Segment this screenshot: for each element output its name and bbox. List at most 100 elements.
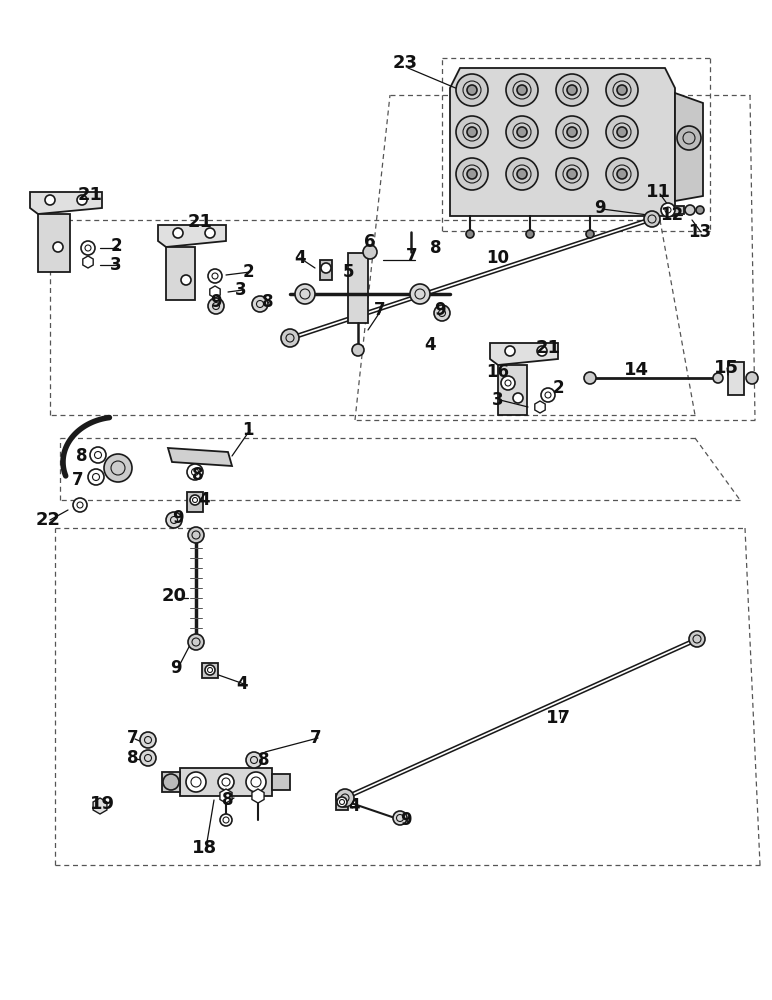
- Circle shape: [208, 269, 222, 283]
- Text: 9: 9: [172, 509, 184, 527]
- Polygon shape: [166, 247, 195, 300]
- Circle shape: [467, 169, 477, 179]
- Circle shape: [556, 158, 588, 190]
- Circle shape: [252, 296, 268, 312]
- Circle shape: [85, 245, 91, 251]
- Polygon shape: [38, 214, 69, 272]
- Polygon shape: [535, 401, 545, 413]
- Circle shape: [93, 474, 100, 481]
- Circle shape: [606, 116, 638, 148]
- Circle shape: [223, 817, 229, 823]
- Polygon shape: [187, 492, 203, 512]
- Circle shape: [513, 123, 531, 141]
- Circle shape: [222, 778, 230, 786]
- Circle shape: [713, 373, 723, 383]
- Circle shape: [73, 498, 87, 512]
- Text: 8: 8: [430, 239, 442, 257]
- Circle shape: [506, 158, 538, 190]
- Circle shape: [434, 305, 450, 321]
- Circle shape: [208, 298, 224, 314]
- Text: 9: 9: [210, 293, 222, 311]
- Circle shape: [166, 512, 182, 528]
- Circle shape: [606, 74, 638, 106]
- Circle shape: [467, 85, 477, 95]
- Text: 8: 8: [222, 791, 234, 809]
- Circle shape: [104, 454, 132, 482]
- Circle shape: [246, 772, 266, 792]
- Circle shape: [517, 127, 527, 137]
- Text: 7: 7: [406, 247, 418, 265]
- Circle shape: [556, 74, 588, 106]
- Polygon shape: [320, 260, 332, 280]
- Circle shape: [77, 502, 83, 508]
- Polygon shape: [675, 93, 703, 201]
- Circle shape: [181, 275, 191, 285]
- Text: 23: 23: [392, 54, 418, 72]
- Circle shape: [513, 165, 531, 183]
- Text: 2: 2: [110, 237, 122, 255]
- Polygon shape: [162, 772, 180, 792]
- Circle shape: [246, 752, 262, 768]
- Polygon shape: [83, 256, 93, 268]
- Circle shape: [617, 127, 627, 137]
- Polygon shape: [158, 225, 226, 247]
- Text: 7: 7: [310, 729, 322, 747]
- Text: 21: 21: [536, 339, 560, 357]
- Circle shape: [250, 756, 258, 764]
- Circle shape: [140, 750, 156, 766]
- Circle shape: [300, 289, 310, 299]
- Circle shape: [567, 85, 577, 95]
- Circle shape: [341, 794, 349, 802]
- Circle shape: [617, 169, 627, 179]
- Circle shape: [173, 228, 183, 238]
- Circle shape: [186, 772, 206, 792]
- Text: 19: 19: [90, 795, 114, 813]
- Circle shape: [545, 392, 551, 398]
- Text: 5: 5: [342, 263, 354, 281]
- Circle shape: [205, 228, 215, 238]
- Circle shape: [466, 230, 474, 238]
- Circle shape: [683, 132, 695, 144]
- Circle shape: [363, 245, 377, 259]
- Circle shape: [53, 242, 63, 252]
- Circle shape: [321, 263, 331, 273]
- Text: 11: 11: [645, 183, 671, 201]
- Text: 9: 9: [170, 659, 182, 677]
- Circle shape: [352, 344, 364, 356]
- Polygon shape: [93, 798, 107, 814]
- Circle shape: [218, 774, 234, 790]
- Circle shape: [45, 195, 55, 205]
- Polygon shape: [180, 768, 272, 796]
- Circle shape: [526, 230, 534, 238]
- Circle shape: [584, 372, 596, 384]
- Circle shape: [220, 814, 232, 826]
- Text: 2: 2: [242, 263, 254, 281]
- Polygon shape: [336, 794, 348, 810]
- Circle shape: [281, 329, 299, 347]
- Text: 16: 16: [486, 363, 510, 381]
- Circle shape: [256, 300, 263, 308]
- Circle shape: [506, 116, 538, 148]
- Polygon shape: [728, 362, 744, 395]
- Circle shape: [188, 634, 204, 650]
- Circle shape: [537, 346, 547, 356]
- Text: 18: 18: [191, 839, 217, 857]
- Text: 10: 10: [486, 249, 510, 267]
- Circle shape: [501, 376, 515, 390]
- Circle shape: [77, 195, 87, 205]
- Circle shape: [693, 635, 701, 643]
- Circle shape: [187, 464, 203, 480]
- Circle shape: [190, 495, 200, 505]
- Circle shape: [463, 165, 481, 183]
- Circle shape: [205, 665, 215, 675]
- Circle shape: [513, 393, 523, 403]
- Circle shape: [517, 169, 527, 179]
- Text: 4: 4: [424, 336, 436, 354]
- Text: 1: 1: [242, 421, 254, 439]
- Circle shape: [613, 123, 631, 141]
- Text: 8: 8: [127, 749, 139, 767]
- Circle shape: [648, 215, 656, 223]
- Circle shape: [397, 814, 404, 822]
- Text: 4: 4: [236, 675, 248, 693]
- Circle shape: [689, 631, 705, 647]
